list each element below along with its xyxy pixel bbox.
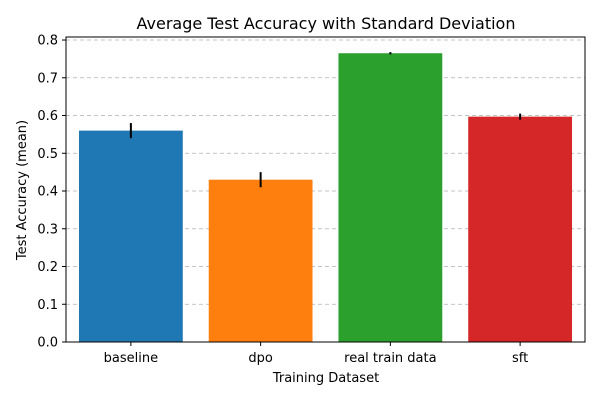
y-tick-label: 0.5 [37,147,58,162]
y-tick-label: 0.1 [37,298,58,313]
bar [468,116,573,342]
y-tick-label: 0.3 [37,222,58,237]
x-axis-label: Training Dataset [272,371,379,386]
bar-layer [78,52,573,342]
y-tick-label: 0.4 [37,185,58,200]
x-tick-label: sft [512,351,528,366]
x-tick-label: real train data [344,351,436,366]
y-tick-label: 0.7 [37,71,58,86]
y-tick-label: 0.2 [37,260,58,275]
bar [208,179,313,342]
y-tick-label: 0.8 [37,34,58,49]
plot-frame [65,36,586,343]
axis-layer: 0.0 0.1 0.2 0.3 0.4 0.5 0.6 0.7 0.8 baseline dpo re… [37,34,586,366]
x-tick-label: dpo [248,351,273,366]
bar [338,53,443,342]
y-tick-label: 0.6 [37,109,58,124]
y-axis-label: Test Accuracy (mean) [15,120,30,261]
x-tick-label: baseline [104,351,158,366]
y-tick-label: 0.0 [37,336,58,351]
chart-title: Average Test Accuracy with Standard Devi… [137,14,516,33]
bar [78,130,183,342]
